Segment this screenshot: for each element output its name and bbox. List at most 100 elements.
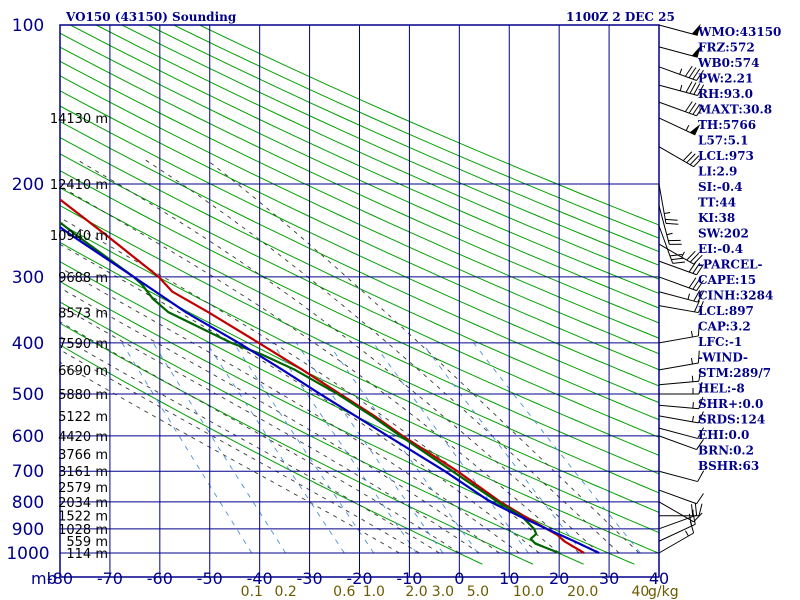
temperature-tick-label: -80: [47, 569, 73, 588]
index-item: LI:2.9: [698, 165, 737, 179]
wind-barb: [658, 117, 701, 136]
wind-barb-full: [686, 153, 696, 164]
index-item: CAPE:15: [698, 273, 756, 287]
wind-barb-staff: [658, 380, 699, 386]
pressure-tick-label: 300: [12, 268, 44, 288]
dry-adiabat: [95, 25, 659, 280]
height-label: 1028 m: [58, 523, 108, 538]
wind-barb: [658, 289, 705, 303]
wind-barb-flag: [689, 124, 701, 135]
wind-barb-full: [672, 261, 686, 264]
wind-barb-staff: [658, 523, 696, 542]
wind-barb-staff: [658, 291, 698, 303]
mixing-ratio-line: [152, 342, 287, 554]
moist-adiabat: [60, 349, 420, 554]
wind-barb: [659, 381, 703, 395]
wind-barb-full: [693, 289, 701, 302]
pressure-tick-label: 1000: [6, 544, 49, 564]
wind-barb-staff: [658, 276, 697, 292]
height-label: 2034 m: [58, 496, 108, 511]
wind-barb-half: [681, 251, 685, 258]
wind-barb-half: [687, 293, 691, 300]
wind-barb-full: [697, 350, 700, 363]
wind-barb-full: [689, 520, 695, 534]
pressure-tick-label: 600: [12, 427, 44, 447]
height-label: 5880 m: [58, 388, 108, 403]
wind-barb-full: [685, 81, 693, 93]
mixing-ratio-label: 0.1: [241, 584, 263, 600]
dry-adiabat: [60, 60, 659, 339]
dry-adiabat: [60, 187, 659, 475]
wind-barb: [658, 225, 686, 264]
wind-barb-full: [692, 68, 701, 80]
height-label: 3161 m: [58, 465, 108, 480]
wind-barb: [658, 183, 679, 225]
wind-barb-full: [696, 69, 704, 81]
wind-barb-full: [698, 503, 703, 516]
height-label: 114 m: [66, 547, 108, 562]
index-item: SI:-0.4: [698, 180, 743, 194]
wind-barb-half: [692, 402, 694, 409]
wind-barb: [658, 520, 695, 554]
wind-barb-half: [691, 415, 695, 422]
mixing-ratio-label: 3.0: [432, 584, 454, 600]
index-item: HEL:-8: [698, 382, 745, 396]
wind-barb: [658, 368, 702, 386]
index-item: STM:289/7: [698, 366, 771, 380]
mixing-ratio-label: 20.0: [567, 584, 598, 600]
wind-barb-full: [697, 301, 704, 313]
wind-barb-full: [693, 157, 703, 168]
temperature-tick-label: 40: [649, 569, 669, 588]
pressure-tick-label: 700: [12, 462, 44, 482]
index-item: TT:44: [698, 196, 736, 210]
wind-barb-half: [690, 357, 693, 365]
temperature-tick-label: 10: [499, 569, 519, 588]
wind-barb-staff: [658, 260, 697, 276]
wind-barbs: [658, 23, 705, 554]
dry-adiabat: [60, 205, 659, 494]
height-label: 559 m: [66, 535, 108, 550]
wind-barb-full: [696, 280, 704, 291]
index-item: WB0:574: [697, 56, 759, 70]
temperature-tick-label: -30: [297, 569, 323, 588]
wind-barb: [658, 81, 705, 96]
pressure-tick-label: 800: [12, 493, 44, 513]
wind-barb-staff: [658, 84, 698, 96]
wind-barb: [658, 470, 705, 483]
wind-barb-flag: [691, 23, 701, 36]
height-label: 4420 m: [58, 430, 108, 445]
wind-barb-staff: [658, 183, 667, 224]
wind-barb: [658, 65, 704, 81]
wind-barb-full: [688, 102, 697, 114]
temperature-tick-label: -60: [147, 569, 173, 588]
wind-barb-half: [679, 84, 683, 91]
wind-barb: [658, 101, 704, 117]
wind-barb: [658, 205, 682, 245]
temperature-tick-label: 30: [599, 569, 619, 588]
dry-adiabat: [70, 25, 659, 295]
dry-adiabat: [147, 25, 659, 253]
index-item: L57:5.1: [698, 134, 748, 148]
wind-barb-staff: [658, 362, 699, 371]
index-item: KI:38: [698, 211, 735, 225]
wind-barb-staff: [658, 117, 696, 136]
wind-barb-full: [691, 504, 694, 517]
wind-barb: [658, 146, 703, 168]
wind-barb-full: [669, 254, 683, 257]
moist-adiabat: [60, 335, 440, 554]
wind-barb-staff: [658, 225, 674, 264]
wind-barb: [658, 23, 701, 36]
wind-barb: [658, 45, 701, 58]
temperature-tick-label: -70: [97, 569, 123, 588]
temperature-tick-label: 20: [549, 569, 569, 588]
wind-barb-flag: [691, 45, 701, 58]
wind-barb-full: [697, 323, 700, 336]
dry-adiabat: [60, 153, 659, 438]
temperature-tick-label: -20: [346, 569, 372, 588]
mixing-ratio-label: 40: [631, 584, 649, 600]
height-label: 10940 m: [50, 229, 108, 244]
wind-barb-full: [696, 493, 704, 505]
wind-barb-full: [689, 252, 700, 263]
